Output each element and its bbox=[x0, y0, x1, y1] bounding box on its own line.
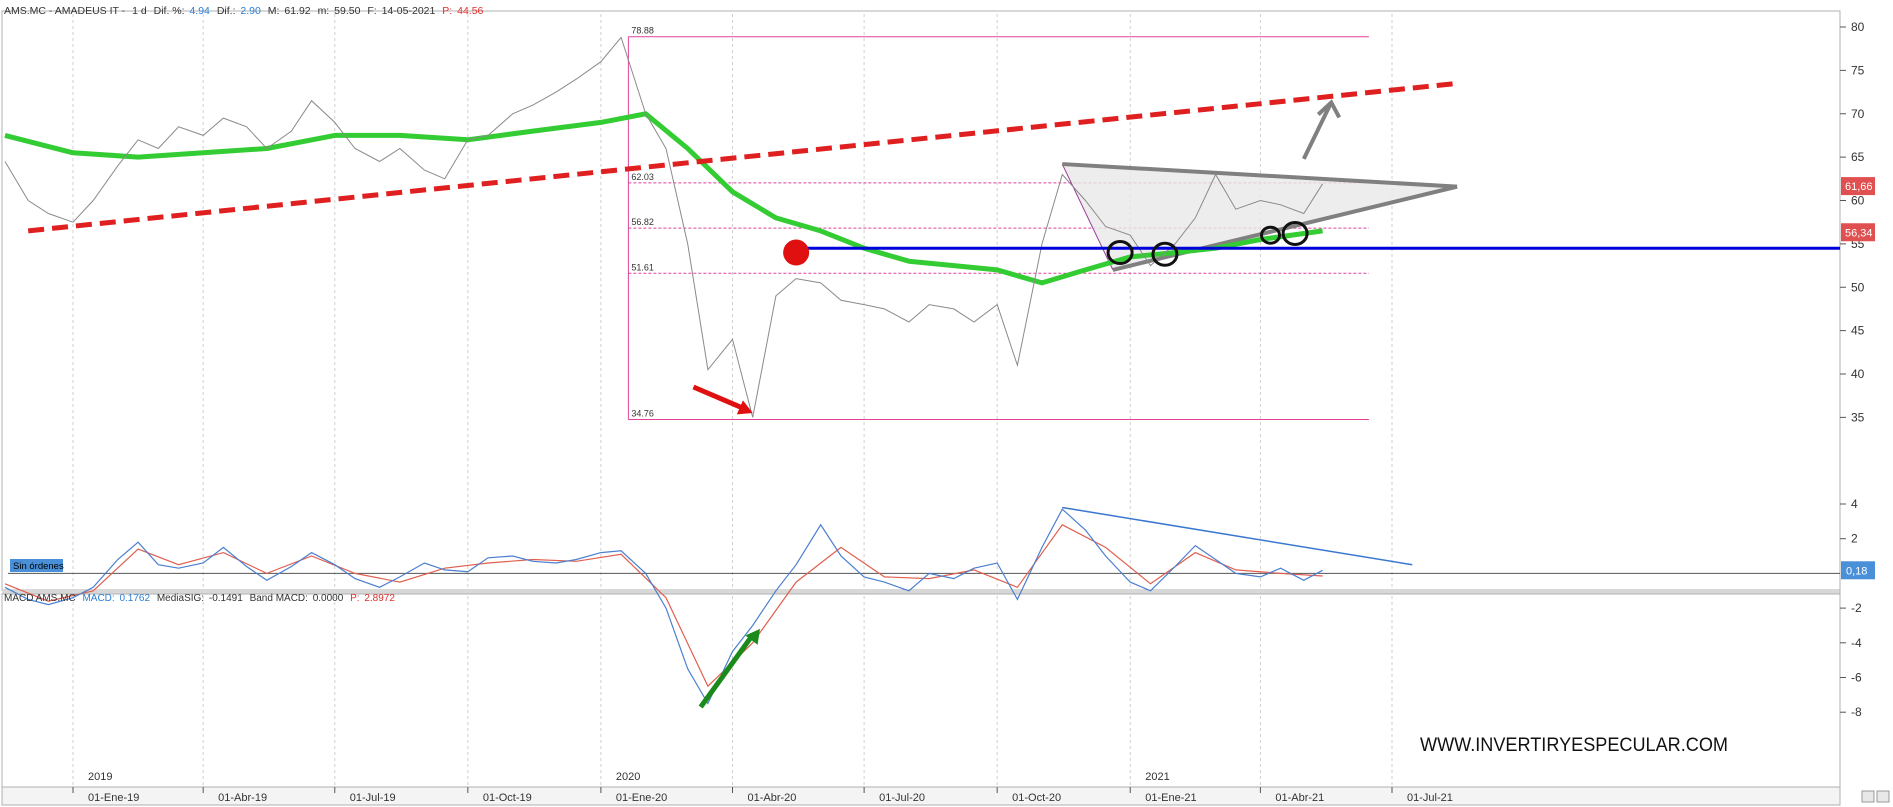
date-tick-label: 01-Oct-19 bbox=[483, 792, 532, 804]
macd-tag-box bbox=[1841, 561, 1875, 580]
orders-badge-label: Sin órdenes bbox=[13, 561, 64, 572]
year-labels: 2019 2020 2021 bbox=[88, 771, 1170, 783]
date-tick-label: 01-Oct-20 bbox=[1012, 792, 1061, 804]
price-tick-label: 35 bbox=[1851, 410, 1865, 424]
touch-circle bbox=[1281, 220, 1309, 246]
macd-signal-line bbox=[4, 524, 1323, 688]
macd-tick-label: -6 bbox=[1851, 671, 1862, 685]
red-arrow-head bbox=[736, 400, 753, 415]
price-tick-label: 40 bbox=[1851, 367, 1865, 381]
price-pane-frame bbox=[1, 10, 1841, 591]
year-label: 2019 bbox=[88, 771, 112, 783]
macd-tick-label: -2 bbox=[1851, 601, 1862, 615]
macd-tag-label: 0,18 bbox=[1846, 565, 1867, 577]
touch-circle bbox=[1260, 225, 1282, 245]
date-tick-label: 01-Abr-19 bbox=[218, 792, 267, 804]
pane-separator[interactable] bbox=[2, 590, 1840, 594]
orders-badge[interactable] bbox=[10, 559, 63, 572]
triangle-fill bbox=[1062, 164, 1458, 270]
fibonacci-level-label: 56.82 bbox=[631, 217, 654, 227]
touch-circles bbox=[1106, 220, 1309, 267]
macd-value-tag: 0,18 bbox=[1841, 561, 1875, 580]
touch-circle bbox=[1151, 241, 1179, 267]
price-gridlines bbox=[72, 14, 1393, 588]
price-tick-label: 70 bbox=[1851, 107, 1865, 121]
fibonacci-level-label: 78.88 bbox=[631, 26, 654, 36]
macd-tick-label: 2 bbox=[1851, 532, 1858, 546]
macd-gridlines bbox=[72, 596, 1393, 786]
price-tick-label: 45 bbox=[1851, 324, 1865, 338]
green-arrow-shaft bbox=[698, 634, 755, 709]
year-label: 2020 bbox=[616, 771, 640, 783]
price-tag-label: 61,66 bbox=[1845, 181, 1873, 193]
date-tick-label: 01-Jul-21 bbox=[1407, 792, 1453, 804]
year-label: 2021 bbox=[1145, 771, 1169, 783]
zoom-control[interactable] bbox=[1861, 790, 1875, 803]
macd-header: MACD AMS.MC MACD: 0.1762 MediaSIG: -0.14… bbox=[4, 593, 395, 604]
fibonacci-retracement[interactable]: 78.88 62.03 56.82 51.61 34.76 bbox=[627, 26, 1369, 420]
touch-circle bbox=[1106, 240, 1134, 266]
date-x-axis: 01-Ene-19 01-Abr-19 01-Jul-19 01-Oct-19 01-E… bbox=[72, 787, 1453, 804]
price-tick-label: 60 bbox=[1851, 194, 1865, 208]
fibonacci-level-label: 34.76 bbox=[631, 408, 654, 418]
date-tick-label: 01-Jul-20 bbox=[879, 792, 925, 804]
breakout-arrow-shaft bbox=[1301, 101, 1334, 160]
date-tick-label: 01-Ene-20 bbox=[616, 792, 667, 804]
price-tick-label: 75 bbox=[1851, 63, 1865, 77]
macd-tick-label: -4 bbox=[1851, 636, 1862, 650]
fibonacci-level-label: 51.61 bbox=[631, 262, 654, 272]
price-tag-label: 56,34 bbox=[1845, 227, 1873, 239]
scroll-control[interactable] bbox=[1876, 790, 1890, 803]
date-tick-label: 01-Ene-19 bbox=[88, 792, 139, 804]
macd-trend-line[interactable] bbox=[1062, 506, 1413, 566]
chart-header: AMS.MC - AMADEUS IT - 1 d Dif. %: 4.94 D… bbox=[4, 5, 484, 17]
date-tick-label: 01-Jul-19 bbox=[350, 792, 396, 804]
red-down-arrow bbox=[692, 384, 753, 415]
price-tags: 61,66 56,34 bbox=[1841, 177, 1875, 242]
date-tick-label: 01-Ene-21 bbox=[1145, 792, 1196, 804]
watermark-text: WWW.INVERTIRYESPECULAR.COM bbox=[1420, 735, 1728, 756]
green-up-arrow bbox=[698, 628, 760, 709]
triangle-pattern[interactable] bbox=[1061, 162, 1458, 272]
date-tick-label: 01-Abr-21 bbox=[1275, 792, 1324, 804]
red-arrow-shaft bbox=[692, 384, 744, 411]
price-tick-label: 50 bbox=[1851, 280, 1865, 294]
moving-average-line bbox=[4, 111, 1323, 286]
macd-tick-label: -8 bbox=[1851, 705, 1862, 719]
date-tick-label: 01-Abr-20 bbox=[748, 792, 797, 804]
macd-line bbox=[4, 508, 1323, 705]
price-tick-label: 65 bbox=[1851, 150, 1865, 164]
price-tag-box bbox=[1841, 223, 1875, 242]
support-marker bbox=[783, 239, 810, 266]
price-tag-box bbox=[1841, 177, 1875, 196]
macd-y-axis: 4 2 -2 -4 -6 -8 bbox=[1840, 497, 1862, 719]
macd-pane-frame bbox=[1, 593, 1841, 788]
triangle-inner-line bbox=[1061, 163, 1114, 271]
breakout-up-arrow bbox=[1301, 99, 1342, 160]
macd-tick-label: 4 bbox=[1851, 497, 1858, 511]
price-tick-label: 80 bbox=[1851, 20, 1865, 34]
fibonacci-level-label: 62.03 bbox=[631, 172, 654, 182]
green-arrow-head bbox=[745, 628, 760, 645]
breakout-arrow-head bbox=[1316, 99, 1342, 119]
triangle-upper-line bbox=[1062, 162, 1458, 189]
price-line bbox=[4, 36, 1324, 418]
